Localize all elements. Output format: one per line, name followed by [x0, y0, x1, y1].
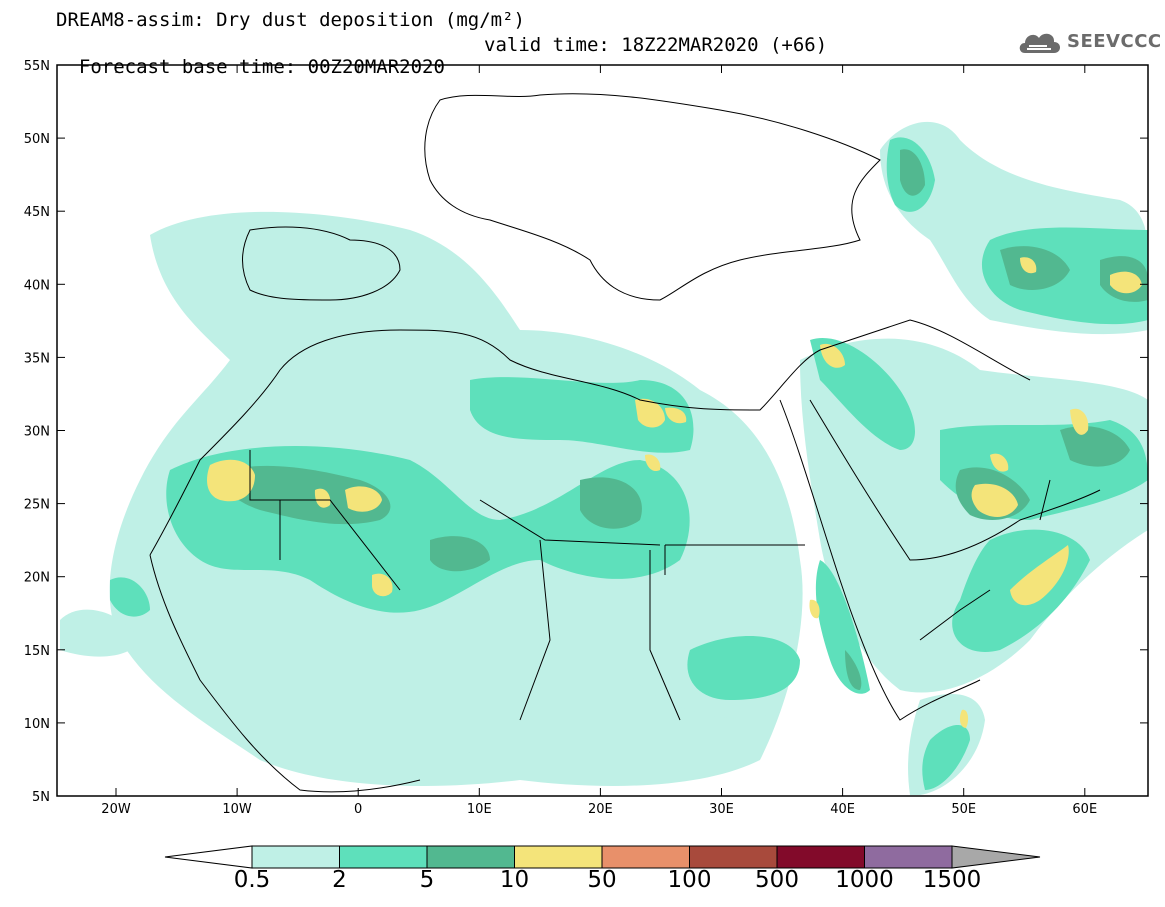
- coastlines-borders: [149, 93, 1101, 793]
- lat-tick-label: 55N: [24, 59, 50, 74]
- lon-tick-label: 50E: [951, 802, 976, 817]
- colorbar-label: 2: [332, 867, 347, 893]
- map-title: DREAM8-assim: Dry dust deposition (mg/m²…: [56, 9, 525, 31]
- lon-tick-label: 20E: [588, 802, 613, 817]
- lat-tick-label: 50N: [24, 132, 50, 147]
- colorbar-label: 500: [755, 867, 799, 893]
- lon-tick-label: 10E: [467, 802, 492, 817]
- colorbar-over-arrow: [951, 845, 1041, 869]
- lat-tick-label: 20N: [24, 571, 50, 586]
- colorbar-swatch: [514, 845, 603, 869]
- latitude-axis: 55N 50N 45N 40N 35N 30N 25N 20N 15N 10N 5N: [24, 59, 1148, 805]
- lat-tick-label: 30N: [24, 425, 50, 440]
- lat-tick-label: 5N: [32, 790, 50, 805]
- colorbar-swatch: [864, 845, 953, 869]
- lon-tick-label: 0: [354, 802, 362, 817]
- lat-tick-label: 15N: [24, 644, 50, 659]
- lat-tick-label: 25N: [24, 498, 50, 513]
- valid-time: valid time: 18Z22MAR2020 (+66): [484, 34, 828, 56]
- base-time: Forecast base time: 00Z20MAR2020: [78, 56, 445, 78]
- lon-tick-label: 60E: [1072, 802, 1097, 817]
- lon-tick-label: 20W: [101, 802, 131, 817]
- lat-tick-label: 40N: [24, 278, 50, 293]
- colorbar-label: 50: [587, 867, 617, 893]
- logo-text: SEEVCCC: [1067, 31, 1162, 52]
- colorbar-label: 0.5: [233, 867, 271, 893]
- lon-tick-label: 10W: [222, 802, 252, 817]
- colorbar-label: 1500: [922, 867, 982, 893]
- colorbar-label: 10: [499, 867, 530, 893]
- colorbar-swatch: [601, 845, 690, 869]
- colorbar-label: 5: [419, 867, 435, 893]
- colorbar-label: 100: [667, 867, 712, 893]
- colorbar-swatch: [426, 845, 515, 869]
- colorbar-swatch: [776, 845, 865, 869]
- cloud-icon: [1019, 33, 1060, 53]
- lon-tick-label: 40E: [830, 802, 855, 817]
- colorbar-under-arrow: [164, 845, 253, 869]
- colorbar-swatch: [251, 845, 340, 869]
- seevccc-logo: SEEVCCC: [1017, 27, 1161, 57]
- lat-tick-label: 45N: [24, 205, 50, 220]
- lat-tick-label: 10N: [24, 717, 50, 732]
- lon-tick-label: 30E: [709, 802, 734, 817]
- deposition-field-high: [207, 257, 1142, 728]
- longitude-axis: 20W 10W 0 10E 20E 30E 40E 50E 60E: [101, 65, 1097, 817]
- colorbar-swatch: [689, 845, 778, 869]
- colorbar: [164, 845, 1041, 869]
- colorbar-swatch: [339, 845, 428, 869]
- colorbar-label: 1000: [835, 867, 894, 893]
- lat-tick-label: 35N: [24, 351, 50, 366]
- forecast-times: Forecast base time: 00Z20MAR2020 valid t…: [56, 34, 827, 100]
